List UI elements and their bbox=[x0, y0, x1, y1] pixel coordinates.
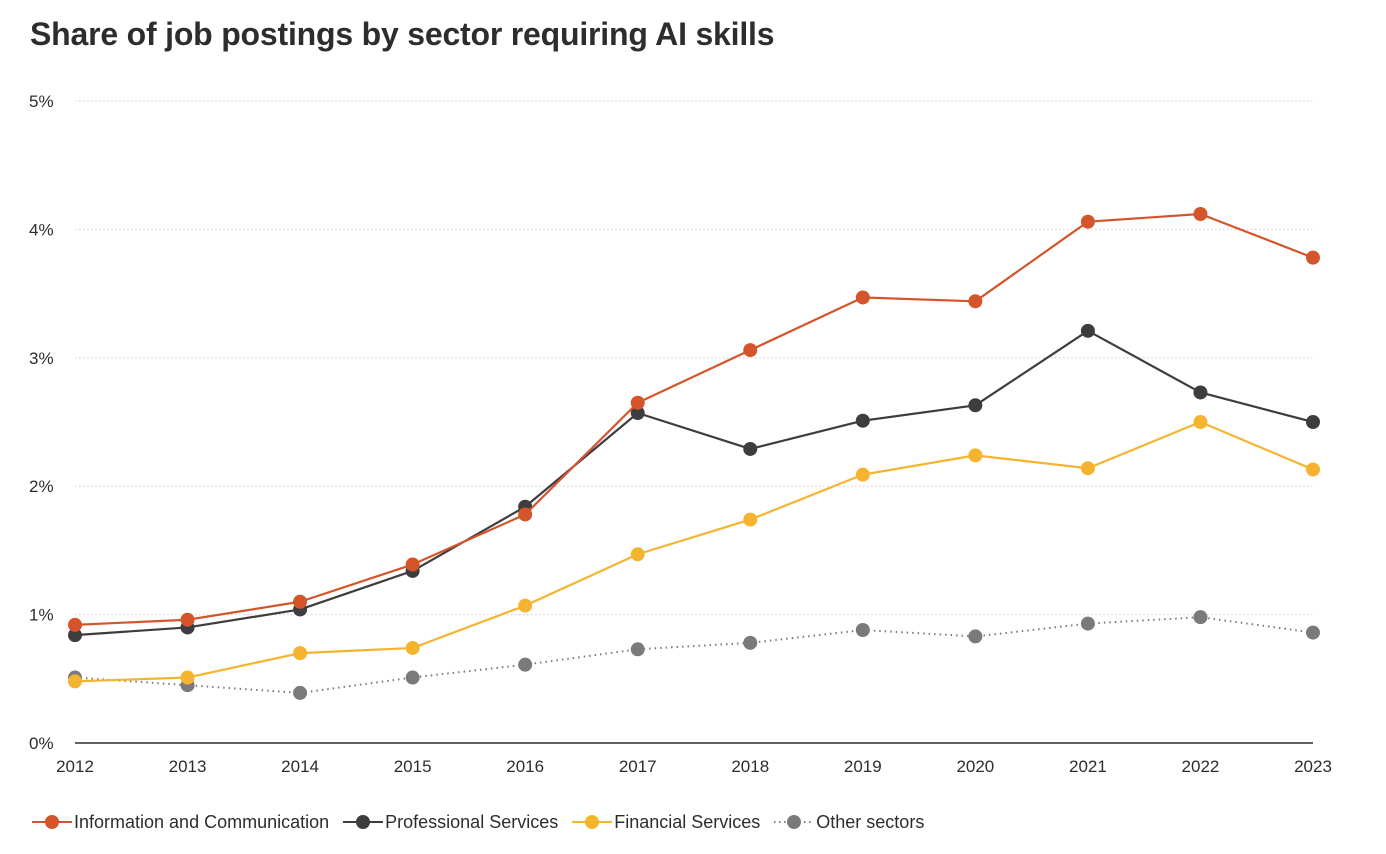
legend-label: Other sectors bbox=[816, 811, 925, 832]
x-tick-label: 2022 bbox=[1182, 757, 1220, 776]
data-point bbox=[1193, 415, 1208, 429]
data-point bbox=[180, 612, 195, 627]
legend-item: Financial Services bbox=[572, 810, 760, 834]
data-point bbox=[1306, 250, 1320, 265]
y-tick-label: 5% bbox=[29, 92, 54, 111]
series-line bbox=[74, 420, 1314, 683]
x-tick-label: 2014 bbox=[281, 757, 319, 776]
legend-item: Professional Services bbox=[343, 810, 558, 834]
series-layer bbox=[68, 206, 1320, 700]
data-point bbox=[968, 629, 983, 644]
y-tick-label: 0% bbox=[29, 734, 54, 753]
data-point bbox=[630, 406, 645, 421]
data-point bbox=[1080, 461, 1095, 476]
y-tick-label: 2% bbox=[29, 477, 54, 496]
data-point bbox=[1193, 610, 1208, 625]
y-axis: 0% 1% 2% 3% 4% 5% bbox=[29, 92, 54, 753]
x-tick-label: 2013 bbox=[169, 757, 207, 776]
data-point bbox=[630, 547, 645, 562]
data-point bbox=[518, 657, 533, 672]
data-point bbox=[1306, 415, 1320, 429]
legend-swatch bbox=[32, 815, 72, 829]
data-point bbox=[405, 670, 420, 685]
series-line bbox=[74, 616, 1314, 694]
data-point bbox=[68, 674, 82, 689]
series-line bbox=[74, 329, 1314, 637]
data-point bbox=[405, 557, 420, 572]
series-financial-services bbox=[68, 415, 1320, 689]
data-point bbox=[180, 670, 195, 685]
legend-item: Other sectors bbox=[774, 810, 924, 834]
data-point bbox=[743, 635, 758, 650]
data-point bbox=[968, 398, 983, 413]
legend: Information and Communication Professiona… bbox=[32, 810, 938, 834]
x-axis: 2012 2013 2014 2015 2016 2017 2018 2019 2020 2021… bbox=[56, 742, 1332, 776]
data-point bbox=[518, 507, 533, 522]
legend-swatch bbox=[572, 815, 613, 829]
chart-title: Share of job postings by sector requirin… bbox=[30, 16, 775, 52]
y-tick-label: 4% bbox=[29, 220, 54, 239]
x-tick-label: 2020 bbox=[956, 757, 994, 776]
data-point bbox=[68, 628, 82, 643]
data-point bbox=[1080, 616, 1095, 631]
data-point bbox=[1080, 323, 1095, 338]
series-other-sectors bbox=[68, 610, 1320, 700]
data-point bbox=[855, 623, 870, 638]
data-point bbox=[743, 512, 758, 527]
x-tick-label: 2016 bbox=[506, 757, 544, 776]
series-professional-services bbox=[68, 323, 1320, 643]
x-tick-label: 2021 bbox=[1069, 757, 1107, 776]
data-point bbox=[293, 594, 308, 609]
legend-label: Information and Communication bbox=[74, 811, 330, 832]
x-tick-label: 2017 bbox=[619, 757, 657, 776]
legend-item: Information and Communication bbox=[32, 810, 329, 834]
data-point bbox=[293, 646, 308, 661]
series-information-and-communication bbox=[68, 206, 1320, 632]
x-tick-label: 2019 bbox=[844, 757, 882, 776]
x-tick-label: 2015 bbox=[394, 757, 432, 776]
legend-label: Professional Services bbox=[385, 811, 559, 832]
x-tick-label: 2023 bbox=[1294, 757, 1332, 776]
data-point bbox=[855, 290, 870, 305]
data-point bbox=[630, 395, 645, 410]
data-point bbox=[855, 413, 870, 428]
data-point bbox=[293, 685, 308, 700]
data-point bbox=[968, 294, 983, 309]
data-point bbox=[968, 448, 983, 463]
y-tick-label: 3% bbox=[29, 349, 54, 368]
legend-swatch bbox=[774, 815, 815, 829]
data-point bbox=[630, 642, 645, 657]
data-point bbox=[1193, 385, 1208, 400]
data-point bbox=[1306, 625, 1320, 640]
data-point bbox=[1080, 214, 1095, 229]
data-point bbox=[1306, 462, 1320, 477]
y-tick-label: 1% bbox=[29, 606, 54, 625]
data-point bbox=[855, 467, 870, 482]
data-point bbox=[743, 343, 758, 358]
series-line bbox=[74, 212, 1314, 626]
data-point bbox=[68, 617, 82, 632]
data-point bbox=[743, 441, 758, 456]
data-point bbox=[405, 640, 420, 655]
legend-swatch bbox=[343, 815, 384, 829]
data-point bbox=[1193, 206, 1208, 221]
data-point bbox=[518, 598, 533, 613]
x-tick-label: 2018 bbox=[731, 757, 769, 776]
legend-label: Financial Services bbox=[614, 811, 761, 832]
x-tick-label: 2012 bbox=[56, 757, 94, 776]
